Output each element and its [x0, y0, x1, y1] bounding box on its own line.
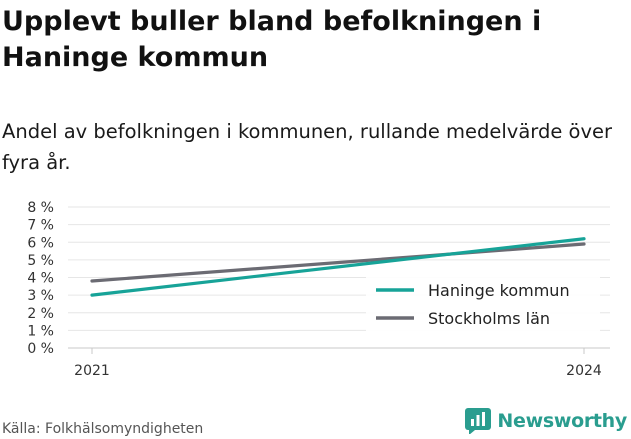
legend-background — [366, 273, 600, 331]
y-tick-label: 5 % — [27, 253, 54, 269]
line-chart: 0 % 1 %2 % 3 %4 % 5 % 6 %7 % 8 % 2021 2024 Han… — [27, 200, 610, 379]
y-tick-label: 1 % — [27, 323, 54, 339]
source-note: Källa: Folkhälsomyndigheten — [2, 421, 204, 437]
legend-label: Stockholms län — [428, 309, 550, 328]
y-axis-ticks: 0 % 1 %2 % 3 %4 % 5 % 6 %7 % 8 % — [27, 200, 54, 357]
y-tick-label: 8 % — [27, 200, 54, 216]
x-tick-label: 2024 — [566, 363, 602, 379]
series-line — [90, 237, 586, 297]
legend-label: Haninge kommun — [428, 281, 570, 300]
chart-subtitle: Andel av befolkningen i kommunen, rullan… — [2, 120, 613, 174]
y-tick-label: 4 % — [27, 271, 54, 287]
y-tick-label: 7 % — [27, 218, 54, 234]
y-tick-label: 0 % — [27, 341, 54, 357]
bar-chart-icon — [465, 408, 492, 434]
x-axis: 2021 2024 — [74, 348, 602, 379]
chart-title: Upplevt buller bland befolkningen i Hani… — [2, 6, 542, 73]
series-line — [90, 242, 586, 283]
x-tick-label: 2021 — [74, 363, 110, 379]
brand-name: Newsworthy — [497, 410, 627, 432]
legend: Haninge kommun Stockholms län — [366, 273, 600, 331]
series-lines — [90, 237, 586, 297]
y-tick-label: 3 % — [27, 288, 54, 304]
y-tick-label: 6 % — [27, 235, 54, 251]
newsworthy-logo: Newsworthy — [465, 408, 627, 434]
y-tick-label: 2 % — [27, 306, 54, 322]
